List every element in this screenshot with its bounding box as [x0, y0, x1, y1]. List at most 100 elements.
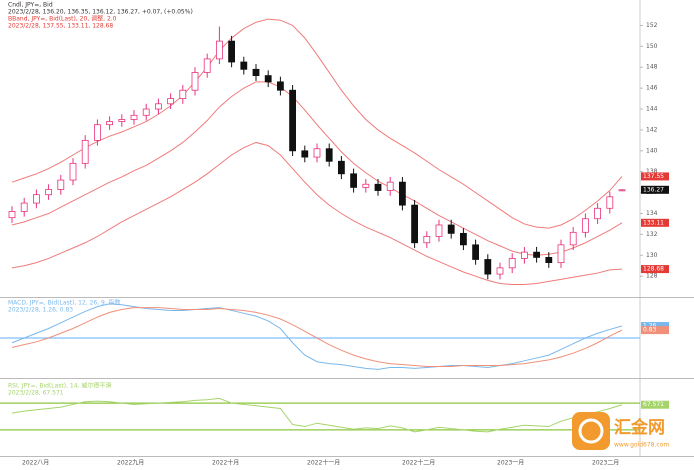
value-tag-label: 137.55 [643, 173, 664, 180]
value-tag [641, 218, 669, 227]
value-tag [641, 185, 669, 194]
panel-header: Cndl, JPY=, Bid [8, 2, 53, 9]
candle-body [154, 103, 162, 110]
x-label: 2022九月 [117, 459, 144, 467]
candle-body [130, 114, 138, 120]
y-tick-label: 150 [646, 43, 658, 50]
x-label: 2022八月 [22, 460, 49, 467]
candle-body [203, 58, 211, 73]
band-line [11, 81, 623, 256]
watermark-name: 汇金网 [614, 417, 665, 438]
y-tick-label: 130 [646, 252, 658, 259]
y-tick-label: 144 [646, 106, 658, 113]
candle-body [142, 108, 150, 116]
logo-mark [578, 418, 604, 444]
candle-body [362, 183, 370, 188]
value-tag-label: 0.83 [643, 327, 657, 334]
value-tag [641, 400, 669, 409]
candle-body [618, 189, 626, 192]
candle-body [398, 181, 406, 206]
value-tag [641, 322, 669, 331]
candle-body [118, 119, 126, 122]
value-tag [641, 265, 669, 274]
candle-body [179, 89, 187, 99]
candle-body [215, 40, 223, 60]
watermark: 汇金网 www.gold678.com [572, 412, 669, 450]
panel-header: 2023/2/28, 67.571 [8, 390, 64, 397]
panel-header: RSI, JPY=, Bid(Last), 14, 威尔德平滑 [8, 382, 111, 390]
candle-body [435, 224, 443, 237]
candle-body [106, 121, 113, 126]
value-tag-label: 67.571 [643, 401, 664, 408]
candle-body [606, 196, 614, 209]
candle-body [447, 224, 455, 234]
candle-body [191, 72, 199, 91]
candle-body [484, 259, 492, 275]
value-tag-label: 133.11 [643, 219, 664, 226]
candle-body [496, 267, 504, 275]
x-label: 2023一月 [497, 460, 524, 467]
candle-body [459, 232, 467, 246]
panel-header: BBand, JPY=, Bid(Last), 20, 调整, 2.0 [8, 15, 117, 23]
panel-header: 2023/2/28, 137.55, 133.11, 128.68 [8, 23, 113, 30]
candle-body [472, 244, 480, 260]
candle-body [313, 148, 321, 158]
value-tag-label: 128.68 [643, 266, 664, 273]
candle-body [521, 251, 528, 259]
candle-body [301, 150, 309, 158]
x-label: 2022十一月 [307, 459, 340, 467]
value-tag [641, 326, 669, 335]
y-tick-label: 128 [646, 273, 658, 280]
y-tick-label: 152 [646, 22, 658, 29]
candle-body [508, 258, 516, 269]
candle-body [81, 139, 89, 164]
candle-body [33, 194, 40, 204]
band-line [11, 18, 623, 229]
panel-header: 2023/2/28, 1.26, 0.83 [8, 307, 73, 314]
value-tag-label: 136.27 [643, 186, 664, 193]
band-line [11, 141, 623, 286]
candle-body [264, 75, 272, 83]
candle-body [337, 160, 345, 175]
candle-body [582, 218, 589, 233]
x-label: 2022十二月 [402, 459, 435, 467]
candle-body [45, 189, 52, 196]
candle-body [423, 236, 431, 244]
candle-body [276, 81, 284, 91]
candle-body [411, 204, 419, 244]
candle-body [228, 40, 236, 63]
y-tick-label: 134 [646, 210, 658, 217]
candle-body [94, 124, 101, 141]
candle-body [289, 89, 297, 152]
candle-body [20, 202, 28, 212]
x-label: 2022十月 [212, 459, 239, 467]
y-tick-label: 140 [646, 147, 658, 154]
y-tick-label: 146 [646, 85, 658, 92]
candle-body [386, 181, 394, 191]
value-tag-label: 1.26 [643, 323, 657, 330]
candle-body [325, 148, 333, 162]
candle-body [69, 162, 77, 181]
logo [572, 412, 610, 450]
indicator-line [11, 397, 623, 433]
candle-body [557, 244, 565, 264]
candle-body [533, 251, 540, 258]
y-tick-label: 142 [646, 126, 658, 133]
candle-body [252, 68, 260, 76]
indicator-line [11, 307, 623, 367]
candle-body [569, 231, 577, 246]
candle-body [594, 207, 601, 220]
candle-body [167, 98, 175, 105]
indicator-line [11, 303, 623, 370]
candle-body [545, 256, 553, 264]
watermark-url: www.gold678.com [614, 442, 669, 449]
candle-body [240, 61, 248, 70]
candle-body [350, 173, 358, 188]
y-tick-label: 132 [646, 231, 658, 238]
candle-body [8, 211, 16, 219]
x-label: 2023二月 [592, 460, 619, 467]
panel-header: MACD, JPY=, Bid(Last), 12, 26, 9, 指数 [8, 299, 121, 307]
value-tag [641, 172, 669, 181]
panel-header: 2023/2/28, 136.20, 136.35, 136.12, 136.2… [8, 9, 193, 16]
